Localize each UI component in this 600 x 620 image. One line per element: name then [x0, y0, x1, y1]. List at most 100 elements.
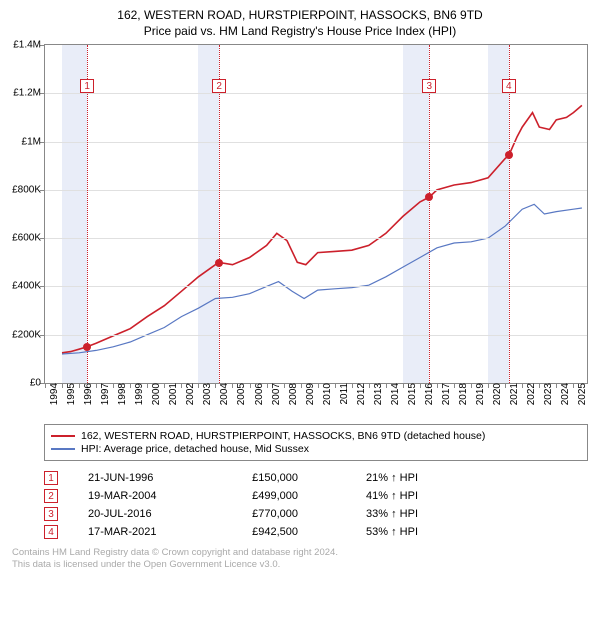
line-layer	[45, 45, 587, 383]
sales-date: 19-MAR-2004	[88, 490, 188, 502]
legend-label: 162, WESTERN ROAD, HURSTPIERPOINT, HASSO…	[81, 430, 485, 442]
x-tick	[403, 383, 404, 388]
x-axis-label: 2025	[575, 383, 588, 405]
x-tick	[318, 383, 319, 388]
sales-price: £150,000	[218, 472, 298, 484]
y-axis-label: £0	[30, 378, 45, 389]
sales-pct: 41% ↑ HPI	[328, 490, 418, 502]
gridline	[45, 142, 587, 143]
x-axis-label: 2023	[541, 383, 554, 405]
y-axis-label: £400K	[12, 281, 45, 292]
x-axis-label: 2019	[473, 383, 486, 405]
x-axis-label: 1995	[64, 383, 77, 405]
x-axis-label: 2011	[337, 383, 350, 405]
x-axis-label: 2006	[252, 383, 265, 405]
x-tick	[454, 383, 455, 388]
y-axis-label: £1M	[22, 136, 45, 147]
x-axis-label: 2002	[183, 383, 196, 405]
plot-area: £0£200K£400K£600K£800K£1M£1.2M£1.4M19941…	[44, 44, 588, 384]
y-axis-label: £1.4M	[13, 40, 45, 51]
x-tick	[386, 383, 387, 388]
x-axis-label: 1994	[47, 383, 60, 405]
x-tick	[284, 383, 285, 388]
x-axis-label: 1999	[132, 383, 145, 405]
title-main: 162, WESTERN ROAD, HURSTPIERPOINT, HASSO…	[0, 8, 600, 22]
legend: 162, WESTERN ROAD, HURSTPIERPOINT, HASSO…	[44, 424, 588, 461]
legend-label: HPI: Average price, detached house, Mid …	[81, 443, 309, 455]
marker-line	[429, 45, 430, 383]
sales-row: 2 19-MAR-2004 £499,000 41% ↑ HPI	[44, 489, 588, 503]
sales-table: 121-JUN-1996£150,00021% ↑ HPI219-MAR-200…	[44, 471, 588, 539]
x-tick	[79, 383, 80, 388]
sales-date: 17-MAR-2021	[88, 526, 188, 538]
marker-dot	[425, 193, 433, 201]
chart-container: 162, WESTERN ROAD, HURSTPIERPOINT, HASSO…	[0, 0, 600, 572]
marker-line	[509, 45, 510, 383]
x-axis-label: 2021	[507, 383, 520, 405]
x-tick	[471, 383, 472, 388]
x-tick	[267, 383, 268, 388]
y-axis-label: £200K	[12, 329, 45, 340]
x-axis-label: 2017	[439, 383, 452, 405]
x-axis-label: 2013	[371, 383, 384, 405]
sales-pct: 33% ↑ HPI	[328, 508, 418, 520]
x-axis-label: 1996	[81, 383, 94, 405]
legend-swatch	[51, 435, 75, 437]
marker-line	[87, 45, 88, 383]
marker-dot	[505, 151, 513, 159]
y-axis-label: £800K	[12, 184, 45, 195]
x-axis-label: 1998	[115, 383, 128, 405]
attribution-line: Contains HM Land Registry data © Crown c…	[12, 547, 588, 559]
attribution: Contains HM Land Registry data © Crown c…	[12, 547, 588, 572]
x-tick	[420, 383, 421, 388]
sales-marker: 3	[44, 507, 58, 521]
x-tick	[437, 383, 438, 388]
attribution-line: This data is licensed under the Open Gov…	[12, 559, 588, 571]
titles: 162, WESTERN ROAD, HURSTPIERPOINT, HASSO…	[0, 8, 600, 38]
y-axis-label: £600K	[12, 233, 45, 244]
x-axis-label: 1997	[98, 383, 111, 405]
x-axis-label: 2009	[303, 383, 316, 405]
gridline	[45, 335, 587, 336]
sales-price: £499,000	[218, 490, 298, 502]
sales-date: 21-JUN-1996	[88, 472, 188, 484]
sales-row: 3 20-JUL-2016 £770,000 33% ↑ HPI	[44, 507, 588, 521]
sales-pct: 53% ↑ HPI	[328, 526, 418, 538]
sales-row: 4 17-MAR-2021 £942,500 53% ↑ HPI	[44, 525, 588, 539]
x-tick	[352, 383, 353, 388]
sales-marker: 4	[44, 525, 58, 539]
marker-box: 3	[422, 79, 436, 93]
x-axis-label: 2024	[558, 383, 571, 405]
x-axis-label: 2016	[422, 383, 435, 405]
x-tick	[45, 383, 46, 388]
marker-line	[219, 45, 220, 383]
legend-item: HPI: Average price, detached house, Mid …	[51, 443, 581, 455]
marker-box: 4	[502, 79, 516, 93]
x-axis-label: 2022	[524, 383, 537, 405]
gridline	[45, 238, 587, 239]
sales-date: 20-JUL-2016	[88, 508, 188, 520]
x-axis-label: 2000	[149, 383, 162, 405]
x-axis-label: 2010	[320, 383, 333, 405]
legend-item: 162, WESTERN ROAD, HURSTPIERPOINT, HASSO…	[51, 430, 581, 442]
x-tick	[301, 383, 302, 388]
legend-swatch	[51, 448, 75, 450]
marker-dot	[83, 343, 91, 351]
x-axis-label: 2012	[354, 383, 367, 405]
x-tick	[250, 383, 251, 388]
x-axis-label: 2005	[234, 383, 247, 405]
sales-price: £942,500	[218, 526, 298, 538]
sales-marker: 2	[44, 489, 58, 503]
marker-dot	[215, 259, 223, 267]
x-axis-label: 2018	[456, 383, 469, 405]
sales-row: 121-JUN-1996£150,00021% ↑ HPI	[44, 471, 588, 485]
x-axis-label: 2008	[286, 383, 299, 405]
x-axis-label: 2014	[388, 383, 401, 405]
series-hpi	[62, 204, 582, 354]
marker-box: 2	[212, 79, 226, 93]
x-axis-label: 2004	[217, 383, 230, 405]
gridline	[45, 190, 587, 191]
sales-pct: 21% ↑ HPI	[328, 472, 418, 484]
sales-price: £770,000	[218, 508, 298, 520]
y-axis-label: £1.2M	[13, 88, 45, 99]
